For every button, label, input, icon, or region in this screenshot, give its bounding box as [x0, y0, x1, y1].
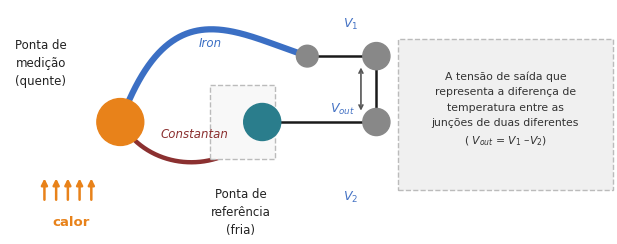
Text: Ponta de
medição
(quente): Ponta de medição (quente): [15, 39, 67, 88]
Ellipse shape: [296, 45, 318, 67]
Ellipse shape: [363, 42, 390, 70]
FancyBboxPatch shape: [210, 85, 275, 159]
Text: $V_2$: $V_2$: [343, 190, 358, 205]
Ellipse shape: [244, 103, 281, 141]
Text: Iron: Iron: [198, 37, 222, 51]
FancyBboxPatch shape: [398, 39, 613, 190]
Text: $V_{out}$: $V_{out}$: [330, 102, 355, 117]
Text: Ponta de
referência
(fria): Ponta de referência (fria): [210, 188, 271, 237]
Text: Constantan: Constantan: [160, 128, 228, 141]
Ellipse shape: [97, 99, 144, 145]
Text: A tensão de saída que
representa a diferença de
temperatura entre as
junções de : A tensão de saída que representa a difer…: [432, 72, 579, 148]
Text: $V_1$: $V_1$: [343, 17, 358, 32]
Text: calor: calor: [52, 215, 89, 229]
Ellipse shape: [363, 108, 390, 136]
